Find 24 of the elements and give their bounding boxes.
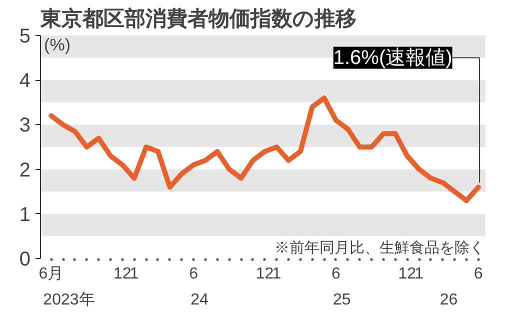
x-tick-label: 1 xyxy=(414,266,424,282)
x-tick-label: 12 xyxy=(256,266,274,282)
annotation: 1.6%(速報値) xyxy=(333,46,452,69)
text: 25 xyxy=(333,292,351,308)
y-tick-label: 1 xyxy=(19,204,30,226)
y-tick-label: 3 xyxy=(19,114,30,137)
x-tick-label: 12 xyxy=(398,266,416,282)
x-tick-label: 6月 xyxy=(38,266,64,282)
text: 24 xyxy=(190,292,209,308)
text: 26 xyxy=(440,292,458,308)
x-tick-label: 6 xyxy=(332,266,341,282)
x-tick-label: 6 xyxy=(189,266,198,282)
x-tick-label: 12 xyxy=(113,266,132,282)
x-tick-label: 6 xyxy=(474,266,483,282)
y-tick-label: 4 xyxy=(19,70,30,92)
y-tick-label: 5 xyxy=(19,26,30,48)
y-axis-title: (%) xyxy=(44,36,71,54)
x-tick-label: 1 xyxy=(272,266,282,282)
y-tick-label: 0 xyxy=(19,248,30,270)
chart-title: 東京都区部消費者物価指数の推移 xyxy=(40,6,356,30)
annotation: ※前年同月比、生鮮食品を除く xyxy=(274,239,484,256)
x-tick-label: 1 xyxy=(130,266,139,282)
y-tick-label: 2 xyxy=(19,159,30,182)
text: 2023年 xyxy=(43,292,95,308)
